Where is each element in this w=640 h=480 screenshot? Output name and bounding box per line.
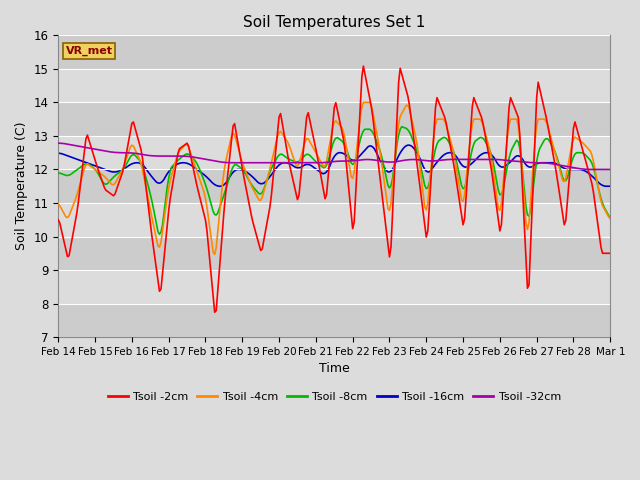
Bar xyxy=(58,270,611,303)
Bar xyxy=(58,237,611,270)
Bar xyxy=(58,203,611,237)
Legend: Tsoil -2cm, Tsoil -4cm, Tsoil -8cm, Tsoil -16cm, Tsoil -32cm: Tsoil -2cm, Tsoil -4cm, Tsoil -8cm, Tsoi… xyxy=(103,388,565,407)
Bar xyxy=(58,36,611,69)
Bar xyxy=(58,69,611,102)
X-axis label: Time: Time xyxy=(319,362,349,375)
Title: Soil Temperatures Set 1: Soil Temperatures Set 1 xyxy=(243,15,426,30)
Bar xyxy=(58,136,611,169)
Bar xyxy=(58,169,611,203)
Y-axis label: Soil Temperature (C): Soil Temperature (C) xyxy=(15,122,28,251)
Bar xyxy=(58,102,611,136)
Bar xyxy=(58,303,611,337)
Text: VR_met: VR_met xyxy=(65,46,113,56)
